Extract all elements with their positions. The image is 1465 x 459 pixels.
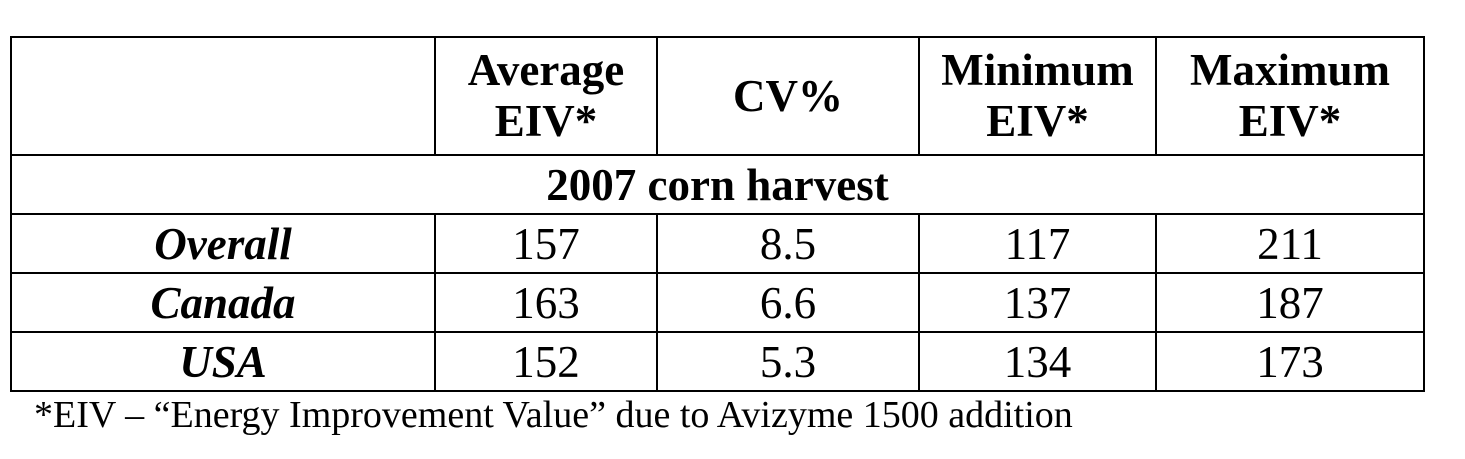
footnote: *EIV – “Energy Improvement Value” due to… [34,394,1073,436]
cell-average: 157 [434,213,658,274]
section-title: 2007 corn harvest [10,154,1425,215]
eiv-table: Average EIV* CV% Minimum EIV* Maximum EI… [10,36,1425,392]
cell-average: 163 [434,272,658,333]
cell-average: 152 [434,331,658,392]
header-average-eiv: Average EIV* [434,36,658,156]
cell-maximum: 187 [1155,272,1425,333]
cell-cv: 8.5 [656,213,920,274]
cell-minimum: 134 [918,331,1157,392]
cell-minimum: 117 [918,213,1157,274]
header-row: Average EIV* CV% Minimum EIV* Maximum EI… [10,36,1425,156]
header-empty-cell [10,36,436,156]
cell-cv: 5.3 [656,331,920,392]
table-row: Canada 163 6.6 137 187 [10,272,1425,333]
row-label-overall: Overall [10,213,436,274]
cell-minimum: 137 [918,272,1157,333]
cell-maximum: 211 [1155,213,1425,274]
header-cv-percent: CV% [656,36,920,156]
table-row: Overall 157 8.5 117 211 [10,213,1425,274]
cell-maximum: 173 [1155,331,1425,392]
row-label-usa: USA [10,331,436,392]
row-label-canada: Canada [10,272,436,333]
header-minimum-eiv: Minimum EIV* [918,36,1157,156]
section-row: 2007 corn harvest [10,154,1425,215]
cell-cv: 6.6 [656,272,920,333]
table-row: USA 152 5.3 134 173 [10,331,1425,392]
header-maximum-eiv: Maximum EIV* [1155,36,1425,156]
